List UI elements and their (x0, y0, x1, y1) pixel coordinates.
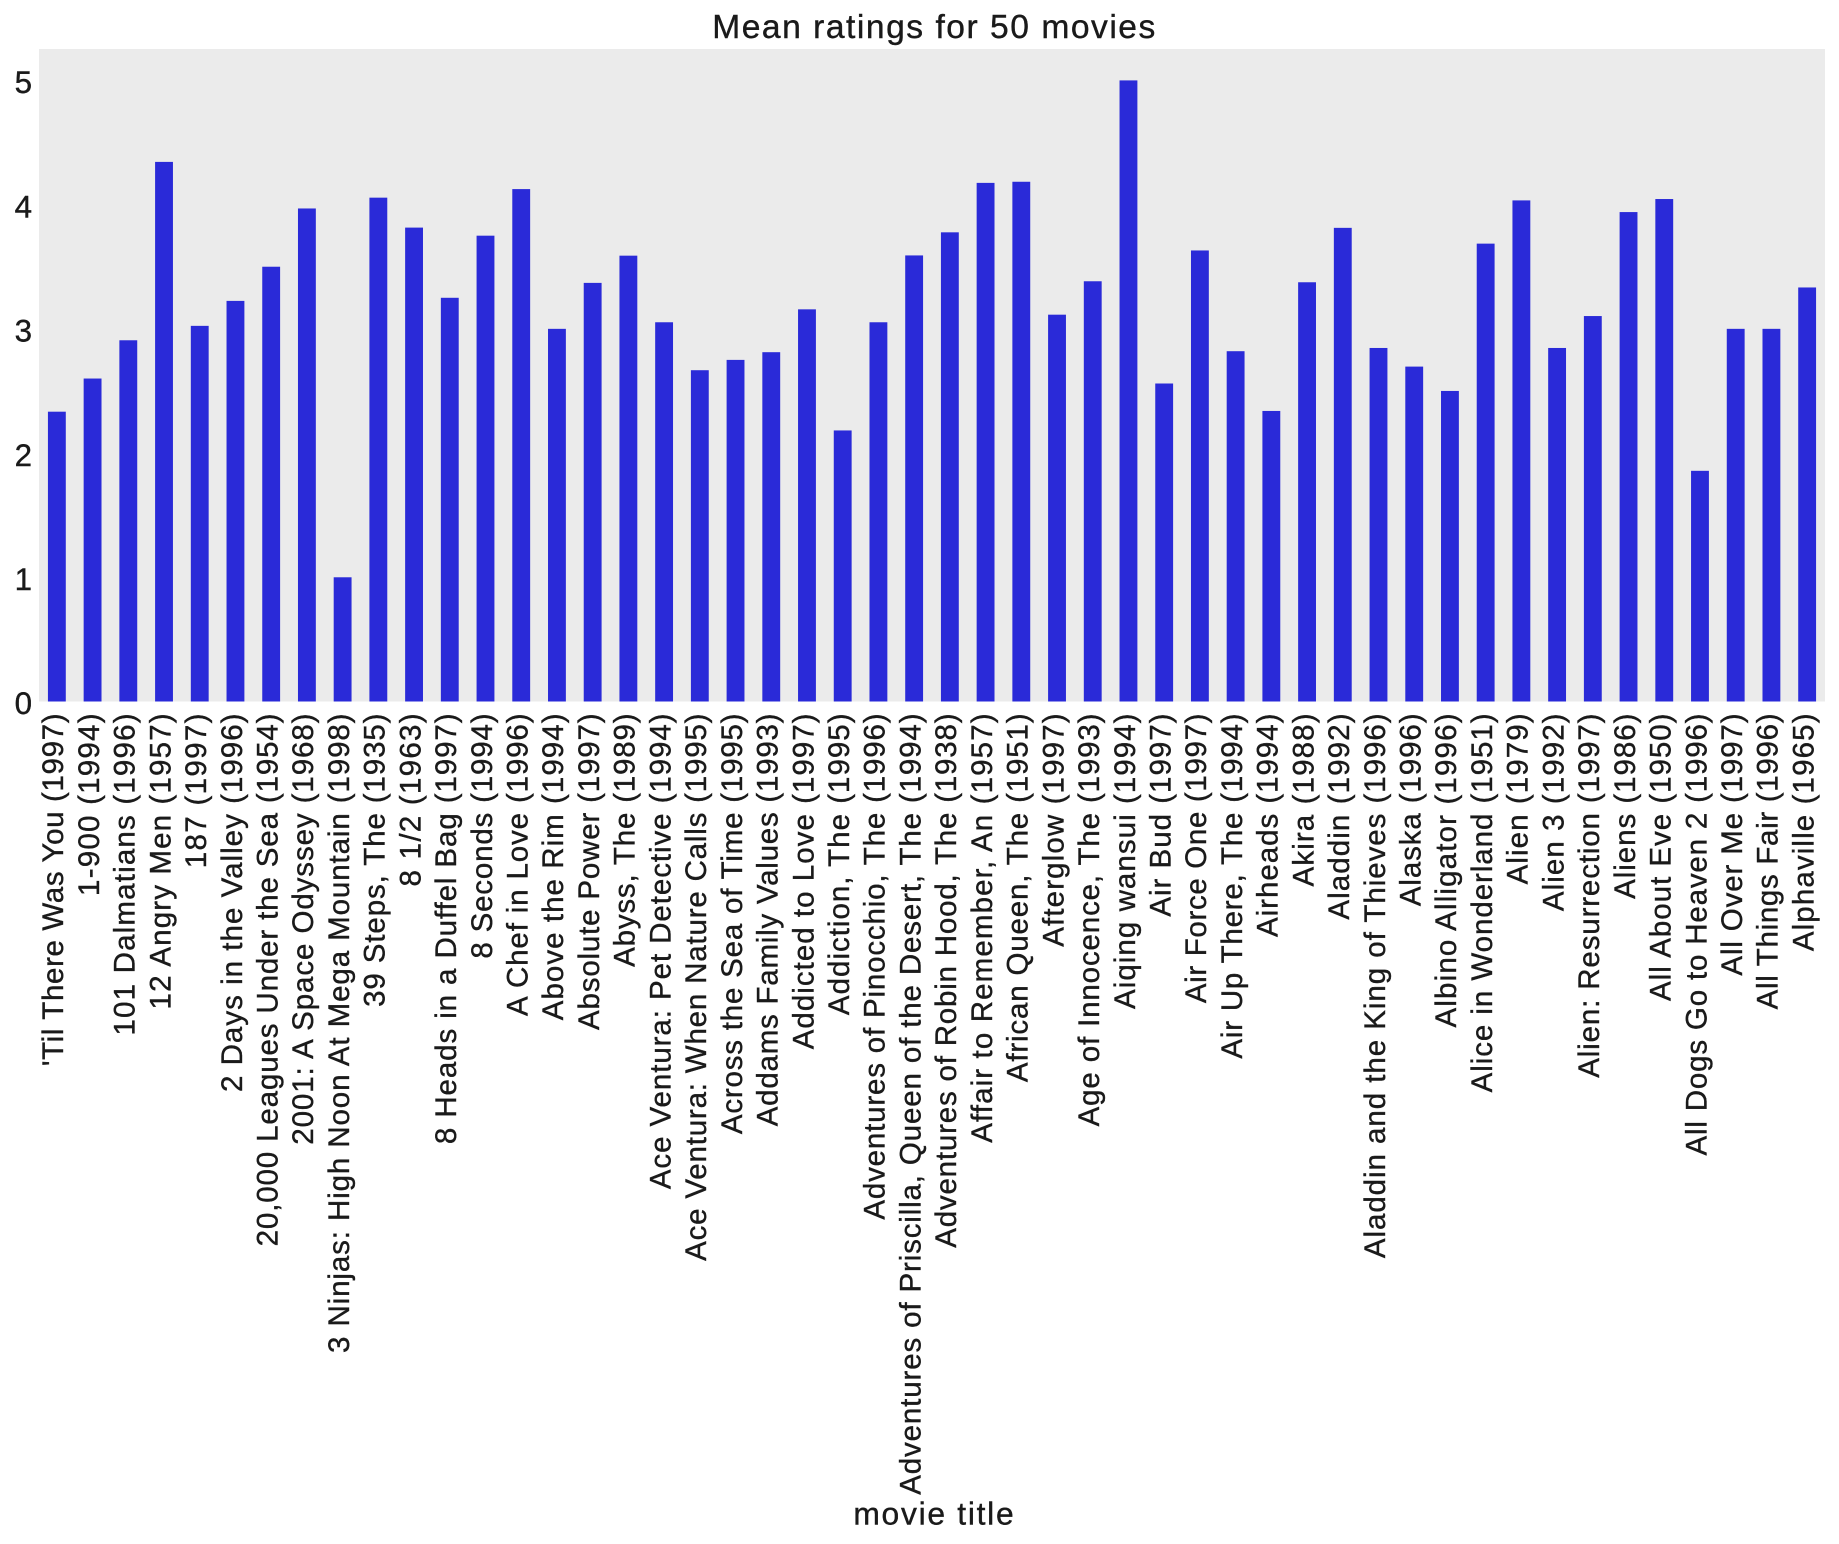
svg-text:3: 3 (15, 314, 32, 349)
svg-text:Alaska (1996): Alaska (1996) (1395, 713, 1428, 906)
svg-text:Age of Innocence, The (1993): Age of Innocence, The (1993) (1073, 713, 1106, 1126)
svg-text:12 Angry Men (1957): 12 Angry Men (1957) (144, 713, 177, 1009)
svg-text:Aiqing wansui (1994): Aiqing wansui (1994) (1109, 713, 1142, 1009)
svg-text:Affair to Remember, An (1957): Affair to Remember, An (1957) (966, 713, 999, 1142)
svg-text:0: 0 (15, 686, 32, 721)
svg-text:Adventures of Priscilla, Queen: Adventures of Priscilla, Queen of the De… (894, 713, 927, 1494)
svg-text:Air Bud (1997): Air Bud (1997) (1144, 713, 1177, 916)
svg-text:All Things Fair (1996): All Things Fair (1996) (1752, 713, 1785, 1009)
svg-text:Afterglow (1997): Afterglow (1997) (1037, 713, 1070, 946)
svg-text:Aladdin and the King of Thieve: Aladdin and the King of Thieves (1996) (1359, 713, 1392, 1258)
svg-text:2 Days in the Valley (1996): 2 Days in the Valley (1996) (216, 713, 249, 1092)
svg-text:8 Seconds (1994): 8 Seconds (1994) (466, 713, 499, 958)
svg-text:Adventures of Pinocchio, The (: Adventures of Pinocchio, The (1996) (859, 713, 892, 1219)
svg-text:All Dogs Go to Heaven 2 (1996): All Dogs Go to Heaven 2 (1996) (1680, 713, 1713, 1155)
svg-text:3 Ninjas: High Noon At Mega Mo: 3 Ninjas: High Noon At Mega Mountain (19… (323, 713, 356, 1353)
svg-text:movie title: movie title (853, 1496, 1013, 1532)
svg-text:5: 5 (15, 65, 32, 100)
svg-text:A Chef in Love (1996): A Chef in Love (1996) (502, 713, 535, 1016)
svg-text:Ace Ventura: Pet Detective (19: Ace Ventura: Pet Detective (1994) (644, 713, 677, 1189)
svg-text:Alien (1979): Alien (1979) (1502, 713, 1535, 884)
svg-text:4: 4 (15, 189, 32, 224)
svg-text:1: 1 (15, 562, 32, 597)
svg-text:8 Heads in a Duffel Bag (1997): 8 Heads in a Duffel Bag (1997) (430, 713, 463, 1144)
svg-text:2001: A Space Odyssey (1968): 2001: A Space Odyssey (1968) (287, 713, 320, 1144)
svg-text:Air Force One (1997): Air Force One (1997) (1180, 713, 1213, 1003)
svg-text:Alice in Wonderland (1951): Alice in Wonderland (1951) (1466, 713, 1499, 1092)
svg-text:1-900 (1994): 1-900 (1994) (73, 713, 106, 896)
svg-text:Akira (1988): Akira (1988) (1287, 713, 1320, 886)
svg-text:All About Eve (1950): All About Eve (1950) (1645, 713, 1678, 1001)
svg-text:20,000 Leagues Under the Sea (: 20,000 Leagues Under the Sea (1954) (251, 713, 284, 1246)
svg-text:Aladdin (1992): Aladdin (1992) (1323, 713, 1356, 919)
svg-text:Alien 3 (1992): Alien 3 (1992) (1537, 713, 1570, 911)
svg-text:Adventures of Robin Hood, The: Adventures of Robin Hood, The (1938) (930, 713, 963, 1247)
svg-text:Ace Ventura: When Nature Calls: Ace Ventura: When Nature Calls (1995) (680, 713, 713, 1260)
svg-text:'Til There Was You (1997): 'Til There Was You (1997) (37, 713, 70, 1066)
svg-text:Airheads (1994): Airheads (1994) (1252, 713, 1285, 937)
svg-text:Aliens (1986): Aliens (1986) (1609, 713, 1642, 898)
svg-text:Air Up There, The (1994): Air Up There, The (1994) (1216, 713, 1249, 1058)
svg-text:Addiction, The (1995): Addiction, The (1995) (823, 713, 856, 1015)
svg-text:2: 2 (15, 438, 32, 473)
svg-text:187 (1997): 187 (1997) (180, 713, 213, 868)
svg-text:Abyss, The (1989): Abyss, The (1989) (609, 713, 642, 966)
svg-text:Addicted to Love (1997): Addicted to Love (1997) (787, 713, 820, 1049)
svg-text:Across the Sea of Time (1995): Across the Sea of Time (1995) (716, 713, 749, 1134)
svg-text:Mean ratings for 50 movies: Mean ratings for 50 movies (712, 9, 1155, 46)
svg-text:African Queen, The (1951): African Queen, The (1951) (1002, 713, 1035, 1082)
svg-text:Alien: Resurrection (1997): Alien: Resurrection (1997) (1573, 713, 1606, 1077)
svg-text:39 Steps, The (1935): 39 Steps, The (1935) (359, 713, 392, 1006)
svg-text:All Over Me (1997): All Over Me (1997) (1716, 713, 1749, 975)
svg-text:Above the Rim (1994): Above the Rim (1994) (537, 713, 570, 1020)
svg-text:101 Dalmatians (1996): 101 Dalmatians (1996) (109, 713, 142, 1035)
svg-text:Absolute Power (1997): Absolute Power (1997) (573, 713, 606, 1029)
svg-text:Addams Family Values (1993): Addams Family Values (1993) (752, 713, 785, 1126)
